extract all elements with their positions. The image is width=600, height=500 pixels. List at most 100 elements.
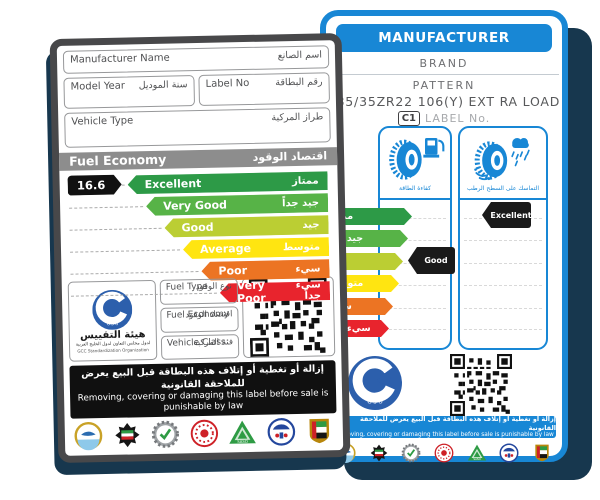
- pointer-line: [69, 205, 144, 209]
- field-label-ar: اقتصاد الوقود: [185, 309, 233, 321]
- fuel-efficiency-caption: كفاءة الطاقة: [399, 185, 431, 192]
- warning-text-ar: إزالة أو تغطية أو إتلاف هذه البطاقة قبل …: [359, 415, 556, 432]
- row-guide: [464, 308, 542, 309]
- kuwait-gear-logo: [112, 420, 142, 450]
- uae-falcon-logo: [305, 416, 335, 446]
- rating-ar: سيء: [295, 263, 321, 275]
- fuel-economy-rating-scale: Excellent ممتاز Very Good جيد جداً Good …: [65, 169, 333, 280]
- fuel-type-field: Fuel Type نوع الوقود: [159, 278, 239, 305]
- uae-falcon-logo: [532, 443, 552, 463]
- wet-grip-column: التماسك على السطح الرطب: [458, 126, 548, 350]
- tire-rain-icon: [460, 133, 546, 183]
- tire-class-code: C1: [397, 111, 420, 126]
- fuel-economy-value-tag: 16.6: [67, 174, 121, 195]
- field-label-en: Vehicle Type: [71, 114, 134, 128]
- manufacturer-name-field: Manufacturer Name اسم الصانع: [62, 45, 330, 74]
- model-year-field: Model Year سنة الموديل: [63, 74, 196, 109]
- field-label-ar: سنة الموديل: [138, 78, 188, 91]
- field-label-en: Label No: [205, 77, 250, 90]
- divider: [329, 74, 559, 75]
- fuel-card-content: Manufacturer Name اسم الصانع Model Year …: [57, 40, 344, 456]
- model-year-label-no-row: Model Year سنة الموديل Label No رقم البط…: [63, 71, 330, 109]
- info-fields: Fuel Type نوع الوقود Fuel Economy اقتصاد…: [159, 278, 240, 361]
- row-guide: [384, 329, 446, 330]
- rating-ar: جيد: [302, 219, 320, 231]
- gso-org-en: GCC Standardization Organization: [77, 347, 149, 354]
- label-no-row: C1 LABEL No.: [326, 111, 562, 126]
- field-label-ar: رقم البطاقة: [275, 75, 323, 88]
- tire-spec: 285/35ZR22 106(Y) EXT RA LOAD: [327, 94, 561, 109]
- brand-label: BRAND: [419, 57, 469, 70]
- check-gear-logo: [401, 443, 421, 463]
- rating-bar-excellent: Excellent ممتاز: [127, 171, 327, 194]
- gso-name-ar: هيئة التقييس: [79, 328, 146, 342]
- rating-en: Average: [199, 241, 252, 256]
- fuel-economy-label-card: Manufacturer Name اسم الصانع Model Year …: [49, 32, 351, 464]
- fuel-economy-field: Fuel Economy اقتصاد الوقود: [160, 306, 239, 333]
- vehicle-class-field: Vehicle Class فئة المركبة: [160, 333, 240, 361]
- saso-triangle-logo: [228, 418, 258, 448]
- row-guide: [464, 285, 542, 286]
- row-guide: [464, 240, 542, 241]
- warning-bar: إزالة أو تغطية أو إتلاف هذه البطاقة قبل …: [332, 415, 556, 438]
- red-emblem-logo: [189, 419, 219, 449]
- pointer-line: [70, 249, 181, 253]
- row-guide: [384, 218, 446, 219]
- section-title-en: Fuel Economy: [69, 151, 167, 169]
- row-guide: [384, 240, 446, 241]
- field-label-ar: فئة المركبة: [193, 337, 234, 348]
- wet-grip-caption: التماسك على السطح الرطب: [466, 185, 540, 192]
- bird-emblem-logo: [74, 421, 104, 451]
- wet-grip-rating-tag: Excellent: [482, 202, 531, 228]
- field-label-ar: نوع الوقود: [195, 281, 232, 293]
- field-label-en: Manufacturer Name: [69, 52, 170, 66]
- rating-bar-very-good: Very Good جيد جداً: [146, 193, 328, 216]
- rating-en: Good: [181, 220, 214, 235]
- field-label-en: Model Year: [70, 80, 126, 93]
- row-guide: [384, 308, 446, 309]
- gso-logo: [348, 356, 402, 410]
- rating-ar: جيد جداً: [282, 197, 320, 210]
- certification-logos-row: [71, 416, 338, 451]
- row-guide: [384, 285, 446, 286]
- rating-bar-average: Average متوسط: [183, 237, 329, 259]
- rating-bar-good: Good جيد: [164, 215, 328, 237]
- section-title-ar: اقتصاد الوقود: [252, 149, 328, 165]
- rating-ar: سيء جداً: [295, 279, 322, 303]
- warning-text-en: Removing, covering or damaging this labe…: [77, 388, 329, 413]
- saso-triangle-logo: [467, 443, 487, 463]
- check-gear-logo: [151, 419, 181, 449]
- vehicle-type-field: Vehicle Type طراز المركبة: [64, 106, 331, 148]
- gso-organization-box: هيئة التقييس لدول مجلس التعاون لدول الخل…: [67, 280, 158, 363]
- rating-en: Excellent: [144, 176, 202, 191]
- certification-logos-row: [332, 442, 556, 464]
- field-label-ar: اسم الصانع: [277, 49, 323, 62]
- fuel-economy-section-header: Fuel Economy اقتصاد الوقود: [58, 146, 338, 171]
- manufacturer-header: MANUFACTURER: [336, 24, 552, 52]
- divider: [380, 198, 450, 200]
- qr-code: [450, 354, 512, 416]
- rating-ar: متوسط: [282, 241, 321, 253]
- kuwait-gear-logo: [369, 443, 389, 463]
- fuel-efficiency-rating-tag: Good: [408, 247, 455, 274]
- rating-en: Very Good: [162, 198, 228, 213]
- tire-efficiency-label-card: MANUFACTURER BRAND PATTERN 285/35ZR22 10…: [320, 10, 568, 462]
- tire-fuel-pump-icon: [380, 133, 450, 183]
- pointer-line: [70, 270, 199, 275]
- warning-text-en: Removing, covering or damaging this labe…: [334, 431, 554, 438]
- warning-bar: إزالة أو تغطية أو إتلاف هذه البطاقة قبل …: [69, 360, 337, 419]
- label-no-text: LABEL No.: [425, 112, 491, 125]
- rating-en: Poor: [218, 263, 248, 278]
- label-no-field: Label No رقم البطاقة: [198, 71, 330, 106]
- pointer-line: [69, 227, 162, 231]
- blue-emblem-logo: [266, 417, 296, 447]
- red-emblem-logo: [434, 443, 454, 463]
- rating-bar-poor: Poor سيء: [201, 259, 329, 281]
- field-label-ar: طراز المركبة: [271, 110, 324, 123]
- divider: [460, 198, 546, 200]
- rating-ar: ممتاز: [292, 175, 319, 187]
- pattern-label: PATTERN: [412, 79, 476, 92]
- row-guide: [464, 263, 542, 264]
- blue-emblem-logo: [499, 443, 519, 463]
